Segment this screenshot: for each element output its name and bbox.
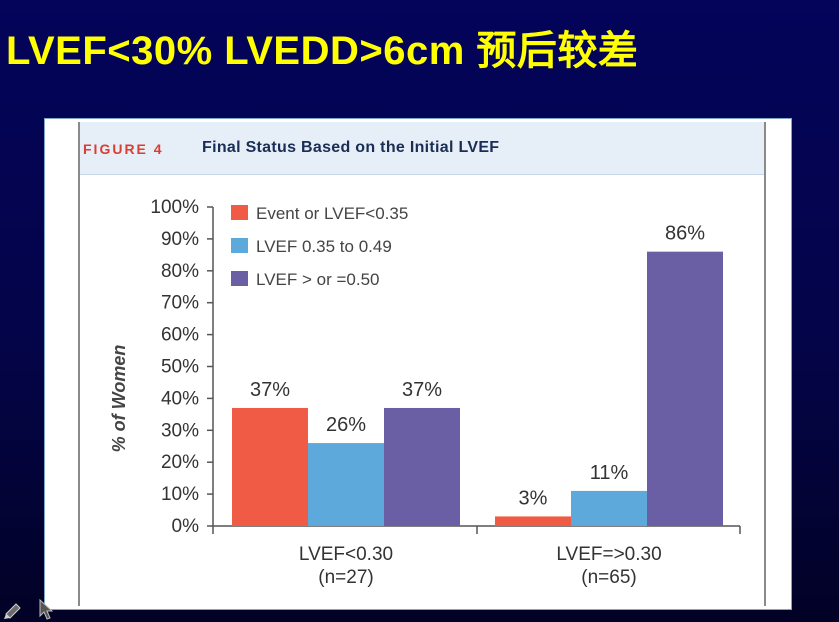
legend-label: LVEF > or =0.50 <box>256 270 379 289</box>
bar-data-label: 3% <box>519 487 548 509</box>
y-axis-title: % of Women <box>109 345 129 453</box>
bar-data-label: 37% <box>250 379 290 401</box>
legend-label: LVEF 0.35 to 0.49 <box>256 237 392 256</box>
y-tick-label: 50% <box>161 357 199 378</box>
y-tick-label: 70% <box>161 293 199 314</box>
bar <box>571 490 647 526</box>
legend-swatch <box>231 238 248 253</box>
x-category-n: (n=27) <box>318 567 373 588</box>
y-tick-label: 100% <box>150 197 199 218</box>
pointer-icon[interactable] <box>39 598 54 620</box>
y-tick-label: 80% <box>161 261 199 282</box>
pen-icon[interactable] <box>4 603 21 619</box>
legend-swatch <box>231 205 248 220</box>
bar <box>384 407 460 526</box>
figure-header <box>80 122 764 175</box>
bar-chart: 0% 10% 20% 30% 40% 50% 60% 70% 80% 90% 100% % of Wo… <box>109 197 741 588</box>
slide-tools <box>4 598 54 620</box>
x-category-n: (n=65) <box>581 567 636 588</box>
y-tick-label: 10% <box>161 484 199 505</box>
y-tick-label: 30% <box>161 420 199 441</box>
bar-data-label: 37% <box>402 379 442 401</box>
bar-data-label: 86% <box>665 223 705 245</box>
y-tick-label: 40% <box>161 388 199 409</box>
y-tick-label: 20% <box>161 452 199 473</box>
y-tick-label: 60% <box>161 325 199 346</box>
legend: Event or LVEF<0.35 LVEF 0.35 to 0.49 LVEF … <box>231 204 408 289</box>
legend-swatch <box>231 271 248 286</box>
bar-data-label: 26% <box>326 414 366 436</box>
figure-caption: Final Status Based on the Initial LVEF <box>202 139 500 156</box>
x-category-label: LVEF<0.30 <box>299 544 393 565</box>
figure-frame <box>78 122 766 606</box>
y-tick-label: 90% <box>161 229 199 250</box>
legend-label: Event or LVEF<0.35 <box>256 204 408 223</box>
bar <box>232 407 308 526</box>
y-axis: 0% 10% 20% 30% 40% 50% 60% 70% 80% 90% 100% % of Wo… <box>109 197 214 537</box>
bars-layer: 37% 26% 37% 3% 11% 86% <box>232 223 723 526</box>
bar <box>647 251 723 526</box>
x-category-label: LVEF=>0.30 <box>556 544 661 565</box>
x-axis: LVEF<0.30(n=27) LVEF=>0.30(n=65) <box>212 525 741 588</box>
y-tick-label: 0% <box>172 516 200 537</box>
figure-card: FIGURE 4 Final Status Based on the Initi… <box>44 118 792 610</box>
slide-title: LVEF<30% LVEDD>6cm 预后较差 <box>6 29 639 73</box>
figure-label: FIGURE 4 <box>83 141 164 157</box>
bar <box>495 516 571 526</box>
bar <box>308 443 384 526</box>
bar-data-label: 11% <box>590 462 629 484</box>
